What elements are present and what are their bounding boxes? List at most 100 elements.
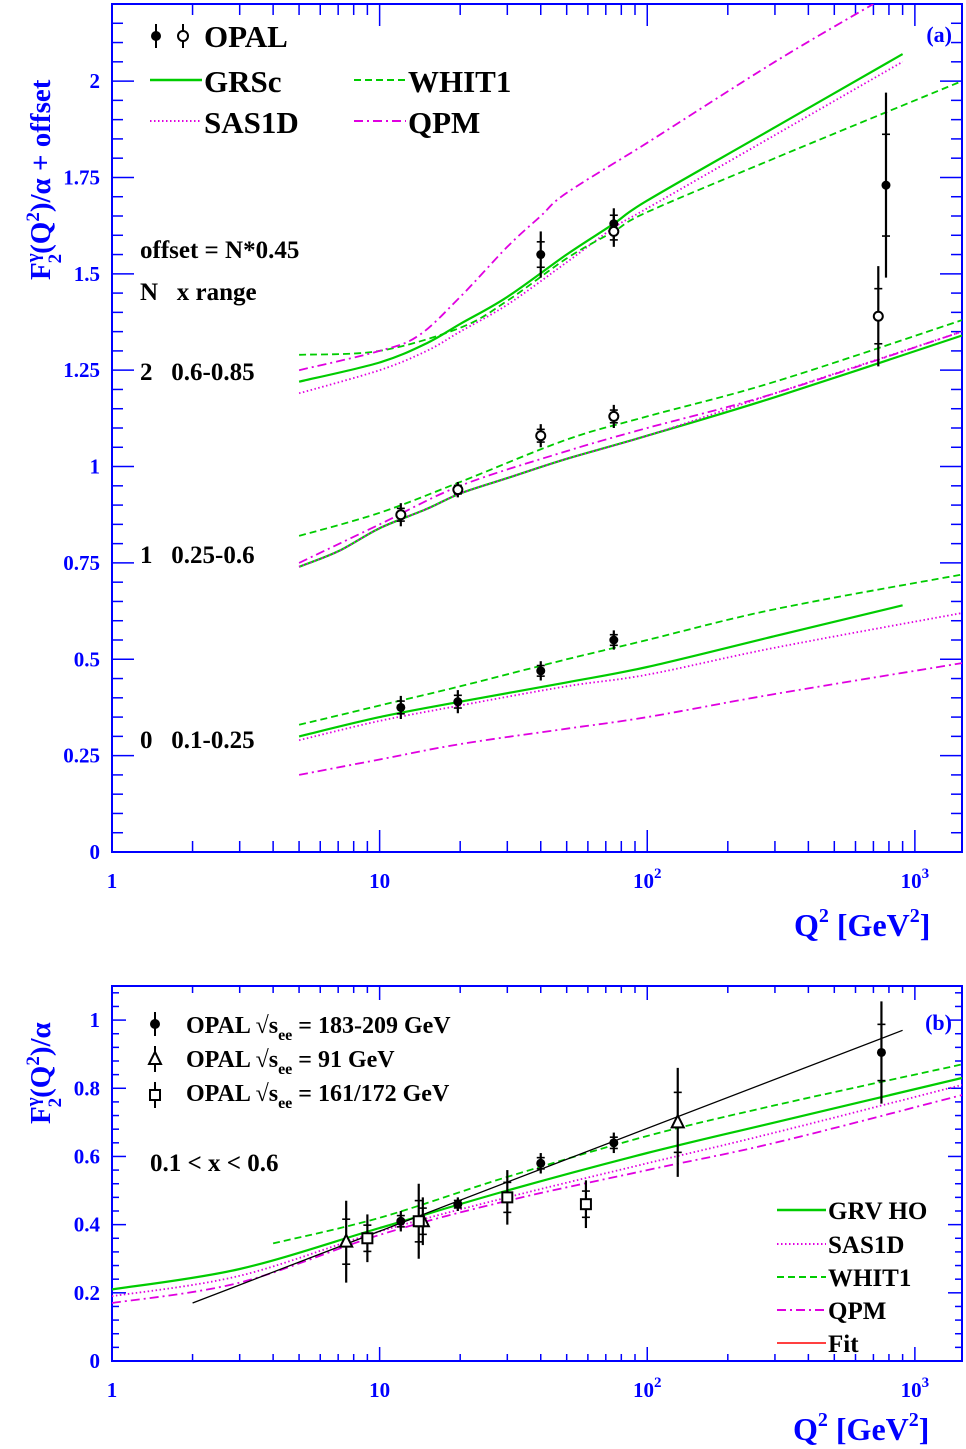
legend-sas1d-label: SAS1D — [204, 105, 299, 140]
legend-triangle-marker — [147, 1046, 163, 1072]
data-point — [396, 1211, 406, 1232]
y-tick-label: 1.5 — [74, 262, 100, 286]
legend-opal-161-label: OPAL √see = 161/172 GeV — [186, 1081, 450, 1112]
data-point — [396, 695, 406, 720]
curve-qpm — [112, 1094, 962, 1304]
y-tick-label: 0.75 — [63, 551, 100, 575]
curve-sas1d — [298, 612, 962, 742]
legend-grvho-label: GRV HO — [828, 1198, 927, 1225]
data-point — [412, 1183, 425, 1259]
data-point — [338, 1200, 354, 1283]
x-tick-label: 102 — [633, 866, 662, 893]
y-tick-label: 0.25 — [63, 744, 100, 768]
y-tick-label: 1 — [90, 455, 101, 479]
legend-whit1-label: WHIT1 — [408, 64, 511, 99]
panel-b-xlabel: Q2 [GeV2] — [793, 1409, 929, 1447]
curve-grsc — [298, 53, 904, 383]
curve-whit1 — [298, 573, 962, 726]
y-tick-label: 1 — [90, 1008, 101, 1032]
panel-a-ticks: 1 10 102 103 0 0.25 0.5 0.75 1 1.25 1.5 1.75 2 — [63, 3, 962, 893]
curve-qpm — [298, 662, 962, 776]
y-tick-label: 0 — [90, 840, 101, 864]
data-point — [536, 1153, 546, 1174]
panel-a-ylabel: Fγ2(Q2)/α + offset — [23, 79, 66, 280]
y-tick-label: 0.6 — [74, 1144, 100, 1168]
legend-opal-91-label: OPAL √see = 91 GeV — [186, 1047, 395, 1078]
curve-whit1 — [299, 80, 962, 356]
data-point — [361, 1214, 374, 1263]
curve-whit1 — [298, 319, 962, 537]
range-row-1: 1 0.25-0.6 — [140, 542, 255, 569]
y-tick-label: 1.25 — [63, 358, 100, 382]
panel-b-ticks: 1 10 102 103 0 0.2 0.4 0.6 0.8 1 — [74, 986, 962, 1402]
panel-a-points — [395, 92, 891, 720]
data-point — [395, 503, 407, 527]
x-tick-label: 103 — [901, 866, 930, 893]
panel-b-data-legend: OPAL √see = 183-209 GeV OPAL √see = 91 G… — [147, 1012, 451, 1112]
y-tick-label: 0.8 — [74, 1076, 100, 1100]
panel-b-frame — [111, 985, 963, 1362]
legend-opal-markers — [151, 24, 189, 48]
legend-fit-label: Fit — [828, 1331, 859, 1358]
panel-a-label: (a) — [926, 22, 952, 47]
data-point — [452, 481, 464, 498]
x-tick-label: 10 — [369, 869, 390, 893]
panel-a-xlabel: Q2 [GeV2] — [794, 905, 930, 943]
panel-a-curves — [298, 4, 962, 776]
curve-sas1d — [298, 61, 904, 395]
legend-opal-183-label: OPAL √see = 183-209 GeV — [186, 1013, 451, 1044]
data-point — [501, 1170, 514, 1225]
range-row-2: 2 0.6-0.85 — [140, 359, 255, 386]
data-point — [876, 1001, 886, 1104]
panel-b-ylabel: Fγ2(Q2)/α — [23, 1022, 66, 1124]
data-point — [453, 690, 463, 714]
x-tick-label: 1 — [107, 869, 118, 893]
curve-grsc — [298, 334, 962, 568]
data-point — [670, 1067, 686, 1177]
data-point — [609, 1132, 619, 1154]
panel-a-legend: OPAL GRSc WHIT1 SAS1D QPM — [150, 19, 511, 140]
y-tick-label: 0.5 — [74, 647, 100, 671]
legend-filled-marker — [150, 1012, 160, 1036]
data-point — [872, 266, 884, 367]
legend-whit1-b-label: WHIT1 — [828, 1265, 911, 1292]
x-tick-label: 102 — [633, 1375, 662, 1402]
y-tick-label: 1.75 — [63, 165, 100, 189]
range-header: N x range — [140, 279, 257, 306]
panel-b-curve-legend: GRV HO SAS1D WHIT1 QPM Fit — [777, 1198, 927, 1358]
data-point — [536, 661, 546, 681]
legend-qpm-label: QPM — [408, 105, 480, 140]
panel-b-points — [338, 1001, 886, 1283]
data-point — [881, 92, 891, 278]
x-tick-label: 1 — [107, 1378, 118, 1402]
data-point — [536, 231, 546, 278]
range-row-0: 0 0.1-0.25 — [140, 727, 255, 754]
x-tick-label: 103 — [901, 1375, 930, 1402]
data-point — [608, 404, 620, 428]
panel-a: 1 10 102 103 0 0.25 0.5 0.75 1 1.25 1.5 1.75 2 (a) O… — [23, 3, 963, 943]
curve-fit — [192, 1029, 903, 1304]
offset-annotation: offset = N*0.45 — [140, 237, 299, 264]
legend-opal-label: OPAL — [204, 19, 288, 54]
y-tick-label: 2 — [90, 69, 101, 93]
x-range-annotation: 0.1 < x < 0.6 — [150, 1150, 279, 1177]
curve-grsc — [298, 604, 903, 738]
y-tick-label: 0.2 — [74, 1281, 100, 1305]
curve-whit1 — [272, 1063, 962, 1245]
y-tick-label: 0.4 — [74, 1213, 101, 1237]
y-tick-label: 0 — [90, 1349, 101, 1373]
curve-qpm — [298, 330, 962, 564]
x-tick-label: 10 — [369, 1378, 390, 1402]
curve-qpm — [298, 4, 874, 372]
legend-qpm-b-label: QPM — [828, 1298, 886, 1325]
data-point — [609, 630, 619, 650]
panel-b: 1 10 102 103 0 0.2 0.4 0.6 0.8 1 (b) OPAL √see = … — [23, 985, 963, 1447]
data-point — [579, 1180, 592, 1229]
curve-sas1d — [298, 330, 962, 568]
data-point — [535, 424, 547, 448]
panel-b-label: (b) — [925, 1010, 952, 1035]
legend-square-marker — [149, 1082, 161, 1108]
data-point — [453, 1197, 463, 1211]
data-point — [608, 216, 620, 247]
